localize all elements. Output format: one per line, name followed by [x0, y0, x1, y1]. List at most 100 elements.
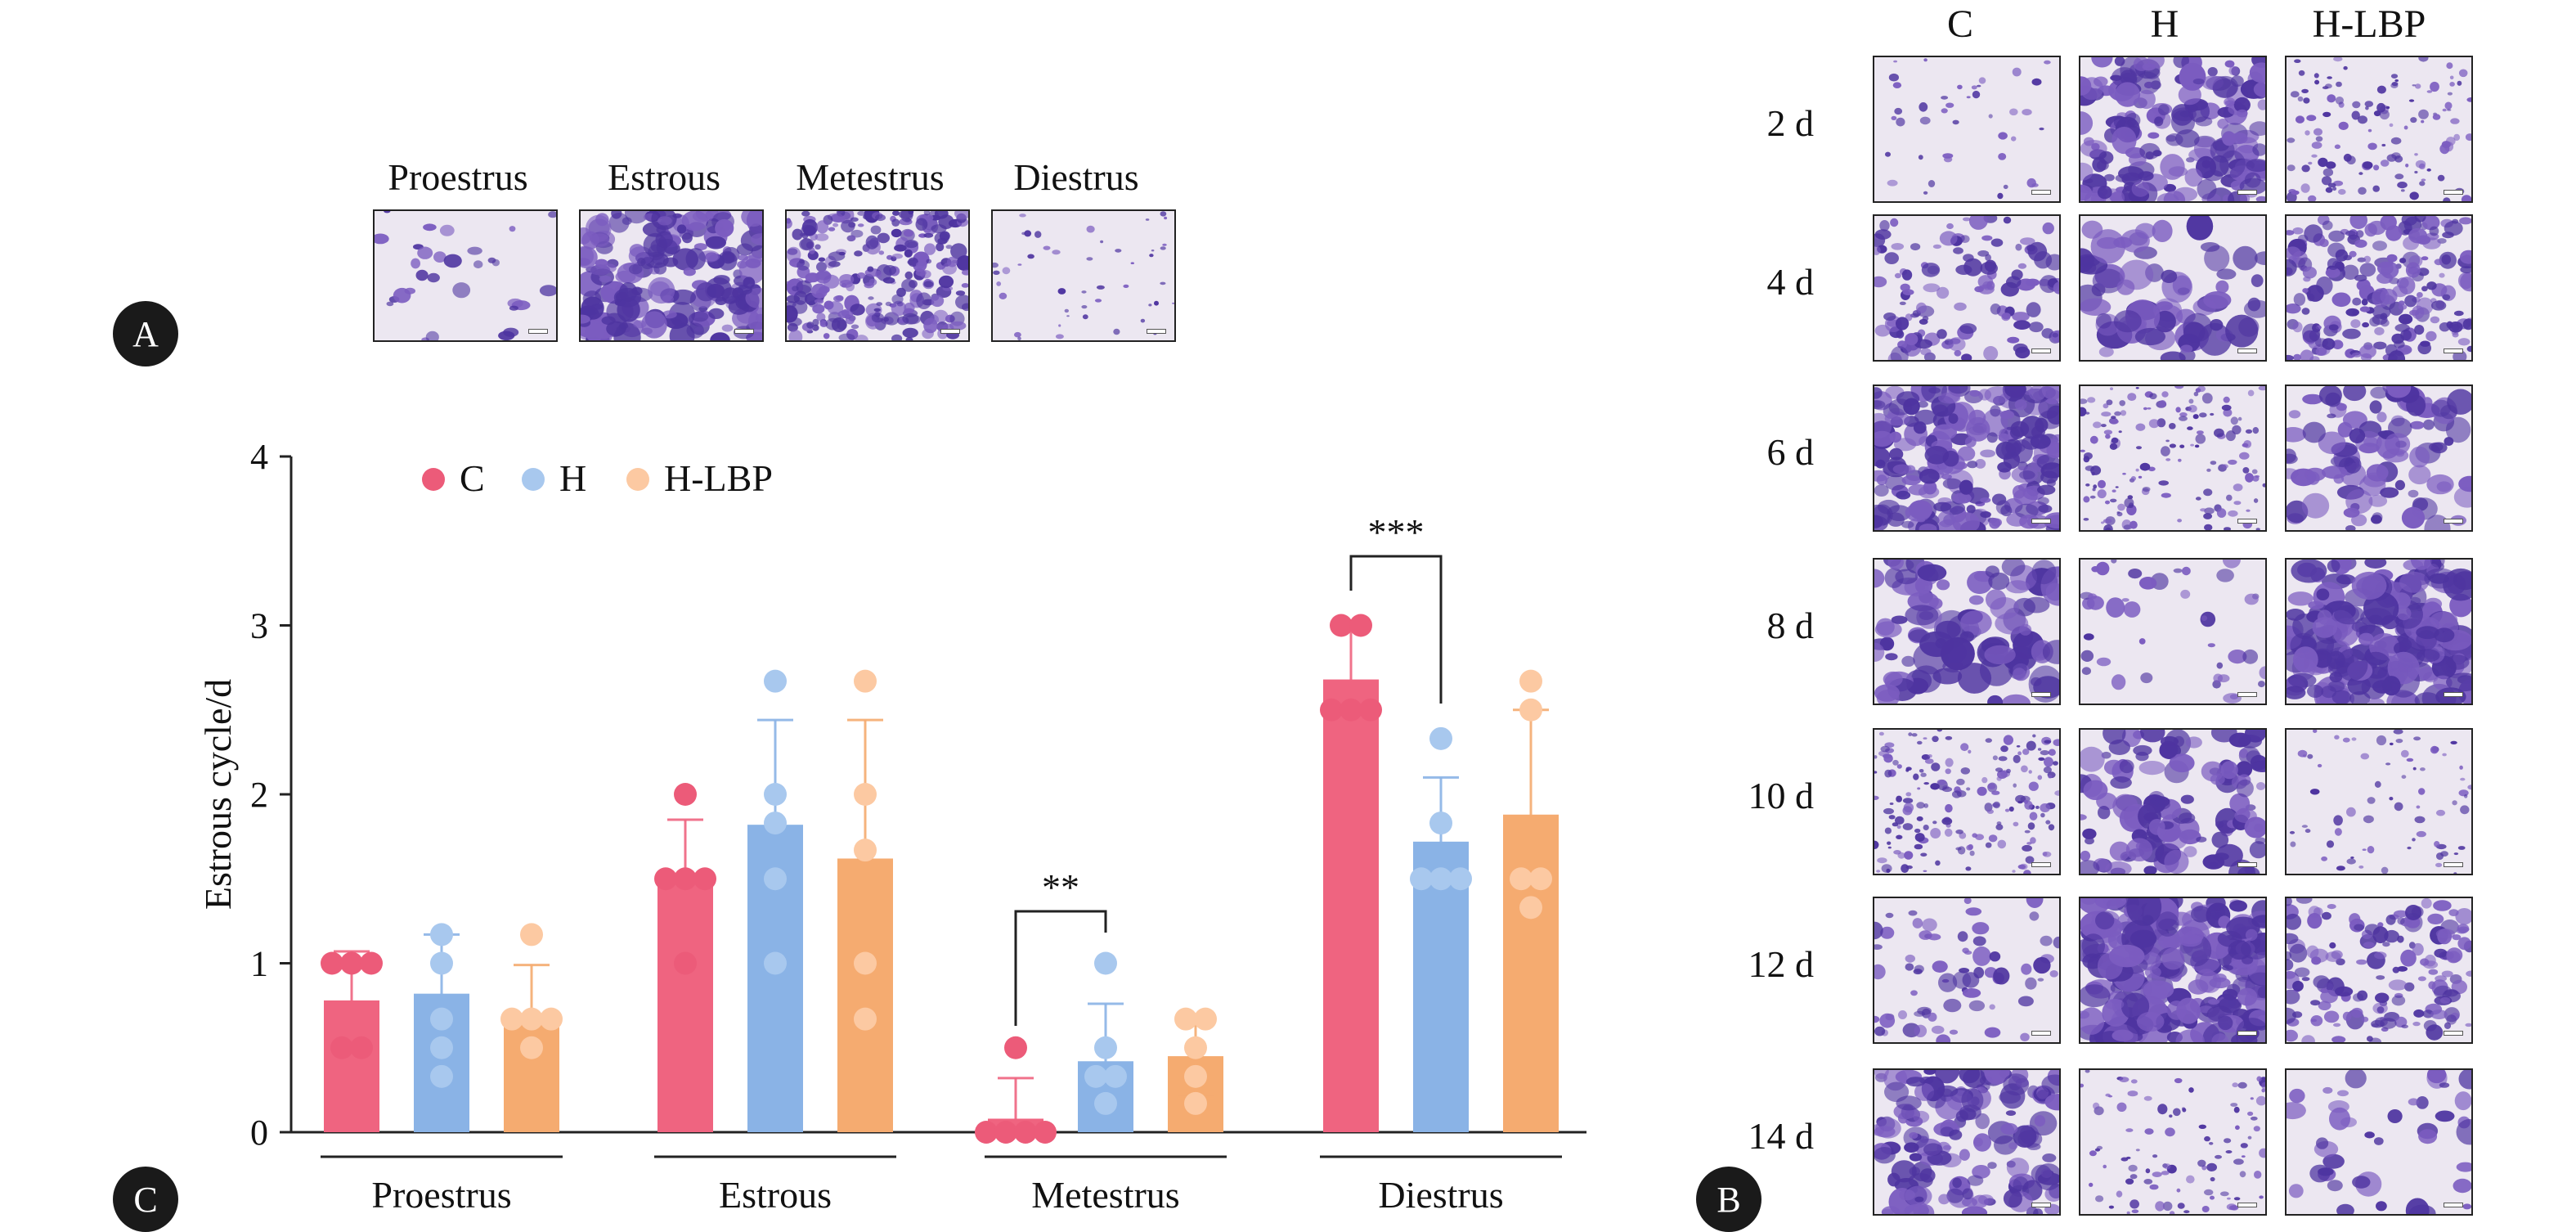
data-point-h	[764, 783, 787, 806]
column-header-h: H	[2150, 2, 2179, 46]
data-point-c	[674, 783, 697, 806]
micrograph-c-row-7	[1873, 1068, 2061, 1216]
data-point-c	[975, 1121, 998, 1144]
data-point-h	[764, 812, 787, 835]
data-point-h	[1094, 951, 1117, 975]
y-axis-label: Estrous cycle/d	[197, 679, 239, 910]
data-point-h-lbp	[1510, 867, 1533, 891]
panel-b-label: B	[1696, 1167, 1761, 1232]
row-label-day-4: 8 d	[1766, 605, 1815, 646]
legend-label-c: C	[460, 457, 485, 499]
micrograph-estrous	[579, 209, 764, 342]
micrograph-h-row-7	[2079, 1068, 2267, 1216]
micrograph-h-lbp-row-6	[2285, 897, 2473, 1044]
data-point-h	[430, 951, 453, 975]
data-point-c	[1320, 698, 1343, 722]
data-point-h	[430, 923, 453, 946]
row-label-day-7: 14 d	[1748, 1115, 1815, 1157]
significance-marker: ***	[1368, 511, 1425, 553]
data-point-h-lbp	[1184, 1091, 1207, 1115]
column-header-c: C	[1946, 2, 1973, 46]
data-point-h-lbp	[854, 783, 877, 806]
data-point-h-lbp	[1519, 669, 1542, 693]
data-point-h-lbp	[520, 1036, 543, 1059]
data-point-h	[1094, 1091, 1117, 1115]
data-point-h-lbp	[500, 1007, 523, 1031]
data-point-c	[1349, 614, 1372, 637]
data-point-h-lbp	[1174, 1007, 1197, 1031]
data-point-c	[350, 1036, 373, 1059]
data-point-h-lbp	[1184, 1064, 1207, 1088]
data-point-h	[1449, 867, 1472, 891]
data-point-c	[1359, 698, 1382, 722]
data-point-h	[1104, 1064, 1127, 1088]
data-point-c	[1340, 698, 1362, 722]
legend-marker-h-lbp	[626, 468, 649, 491]
data-point-h	[1094, 1036, 1117, 1059]
micrograph-h-lbp-row-3	[2285, 384, 2473, 532]
micrograph-diestrus	[991, 209, 1176, 342]
category-label-metestrus: Metestrus	[1031, 1174, 1179, 1216]
bar-c-diestrus	[1323, 679, 1379, 1132]
y-tick-label-1: 1	[250, 944, 268, 984]
data-point-h-lbp	[854, 839, 877, 862]
data-point-h-lbp	[1519, 698, 1542, 722]
micrograph-metestrus	[785, 209, 970, 342]
micrograph-h-row-1	[2079, 56, 2267, 203]
data-point-c	[1034, 1121, 1057, 1144]
data-point-c	[340, 951, 363, 975]
data-point-h	[1410, 867, 1433, 891]
data-point-h	[764, 867, 787, 891]
legend-label-h-lbp: H-LBP	[664, 457, 773, 499]
data-point-h-lbp	[520, 923, 543, 946]
micrograph-c-row-2	[1873, 214, 2061, 362]
significance-bracket	[1349, 555, 1443, 704]
legend-marker-c	[422, 468, 445, 491]
data-point-c	[360, 951, 383, 975]
stage-title-diestrus: Diestrus	[1013, 156, 1139, 198]
significance-marker: **	[1042, 866, 1079, 908]
stage-title-metestrus: Metestrus	[796, 156, 945, 198]
micrograph-h-lbp-row-1	[2285, 56, 2473, 203]
micrograph-h-lbp-row-5	[2285, 728, 2473, 875]
data-point-h-lbp	[854, 669, 877, 693]
data-point-c	[1004, 1036, 1027, 1059]
y-tick-label-4: 4	[250, 437, 268, 477]
category-label-estrous: Estrous	[719, 1174, 832, 1216]
data-point-h-lbp	[1194, 1007, 1217, 1031]
data-point-h-lbp	[854, 1007, 877, 1031]
micrograph-h-row-3	[2079, 384, 2267, 532]
stage-title-proestrus: Proestrus	[388, 156, 528, 198]
row-label-day-6: 12 d	[1748, 943, 1815, 985]
data-point-c	[1330, 614, 1353, 637]
data-point-c	[994, 1121, 1017, 1144]
data-point-h-lbp	[1529, 867, 1552, 891]
micrograph-h-row-6	[2079, 897, 2267, 1044]
panel-a-label: A	[113, 301, 178, 366]
data-point-h-lbp	[520, 1007, 543, 1031]
legend-marker-h	[522, 468, 545, 491]
data-point-c	[330, 1036, 353, 1059]
micrograph-h-lbp-row-2	[2285, 214, 2473, 362]
panel-c-label: C	[113, 1167, 178, 1232]
data-point-h-lbp	[854, 951, 877, 975]
significance-bracket	[1014, 910, 1107, 1026]
data-point-h	[764, 669, 787, 693]
estrous-cycle-bar-chart: 0 1 2 3 4 Estrous cycle/d Proestrus Estrous Mete…	[197, 437, 1586, 1216]
data-point-h	[430, 1064, 453, 1088]
row-label-day-2: 4 d	[1766, 261, 1815, 303]
data-point-h	[1429, 812, 1452, 835]
data-point-h	[764, 951, 787, 975]
stage-title-estrous: Estrous	[608, 156, 720, 198]
row-label-day-1: 2 d	[1766, 102, 1815, 144]
micrograph-h-row-4	[2079, 558, 2267, 705]
micrograph-c-row-6	[1873, 897, 2061, 1044]
micrograph-h-lbp-row-7	[2285, 1068, 2473, 1216]
data-point-c	[654, 867, 677, 891]
data-point-c	[674, 867, 697, 891]
y-tick-label-0: 0	[250, 1113, 268, 1153]
data-point-h	[1429, 867, 1452, 891]
micrograph-h-row-2	[2079, 214, 2267, 362]
data-point-c	[1014, 1121, 1037, 1144]
data-point-h-lbp	[1184, 1036, 1207, 1059]
